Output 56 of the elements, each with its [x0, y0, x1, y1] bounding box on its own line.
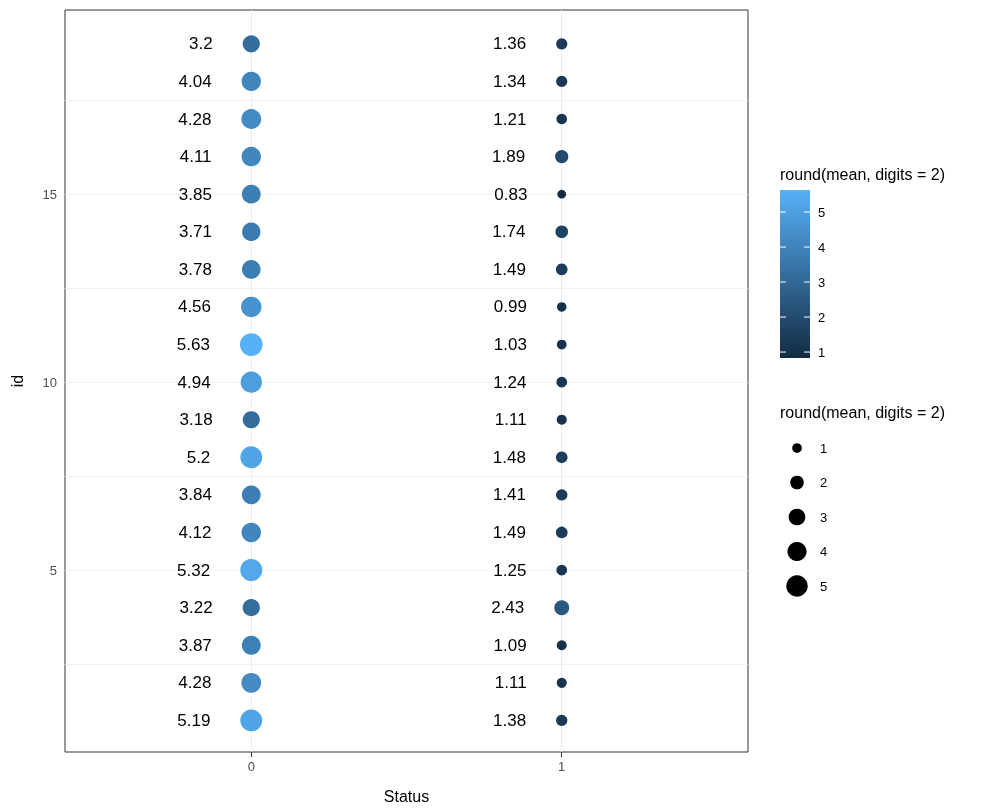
color-bar-label: 1: [818, 344, 826, 360]
legend-label: 4: [820, 544, 828, 559]
color-bar-label: 2: [818, 309, 826, 325]
legend-label: 1: [820, 440, 828, 456]
data-label: 4.56: [177, 297, 212, 317]
data-label: 3.71: [178, 222, 213, 242]
data-label: 1.11: [494, 673, 527, 693]
data-label: 1.21: [493, 109, 527, 129]
data-label: 4.94: [177, 372, 211, 392]
data-label: 5.19: [177, 710, 211, 730]
data-label: 1.74: [492, 222, 526, 242]
data-label: 1.49: [492, 259, 526, 279]
color-bar-label: 4: [818, 239, 826, 255]
data-label: 0.83: [494, 184, 528, 204]
data-label: 3.22: [179, 598, 213, 618]
data-label: 3.87: [178, 635, 212, 655]
data-label: 3.2: [189, 34, 213, 54]
data-label: 1.11: [494, 410, 527, 430]
data-label: 4.11: [179, 147, 212, 167]
data-label: 3.85: [178, 184, 212, 204]
data-label: 4.04: [178, 71, 212, 91]
data-label: 3.84: [178, 485, 212, 505]
data-label: 1.09: [493, 635, 527, 655]
data-label: 1.38: [492, 710, 527, 730]
data-label: 1.24: [493, 372, 527, 392]
data-label: 1.41: [492, 485, 527, 505]
data-label: 1.49: [492, 522, 526, 542]
data-label: 1.34: [493, 71, 527, 91]
data-label: 1.25: [493, 560, 527, 580]
legend-label: 5: [820, 578, 828, 594]
y-tick-label: 5: [49, 562, 57, 578]
data-label: 5.32: [177, 560, 211, 580]
x-tick-label: 0: [247, 759, 255, 774]
data-label: 5.2: [186, 447, 211, 467]
data-label: 3.18: [179, 410, 213, 430]
legend-title: round(mean, digits = 2): [780, 403, 945, 421]
legend-label: 2: [820, 475, 828, 490]
data-label: 1.03: [493, 335, 527, 355]
color-bar-label: 5: [818, 204, 826, 220]
y-tick-label: 10: [42, 374, 57, 390]
data-label: 1.89: [492, 147, 526, 167]
legend-label: 3: [820, 509, 828, 525]
data-label: 2.43: [491, 598, 525, 618]
data-label: 4.28: [178, 109, 212, 129]
data-label: 4.12: [178, 522, 212, 542]
y-tick-label: 15: [42, 186, 57, 202]
data-label: 0.99: [493, 297, 527, 317]
data-label: 5.63: [176, 335, 210, 355]
color-bar-label: 3: [818, 274, 826, 290]
data-label: 3.78: [178, 259, 212, 279]
y-axis-title: id: [8, 374, 26, 388]
data-label: 1.36: [493, 34, 527, 54]
data-label: 1.48: [492, 447, 526, 467]
color-bar-title: round(mean, digits = 2): [780, 165, 945, 183]
x-axis-title: Status: [383, 787, 430, 805]
data-label: 4.28: [178, 673, 212, 693]
